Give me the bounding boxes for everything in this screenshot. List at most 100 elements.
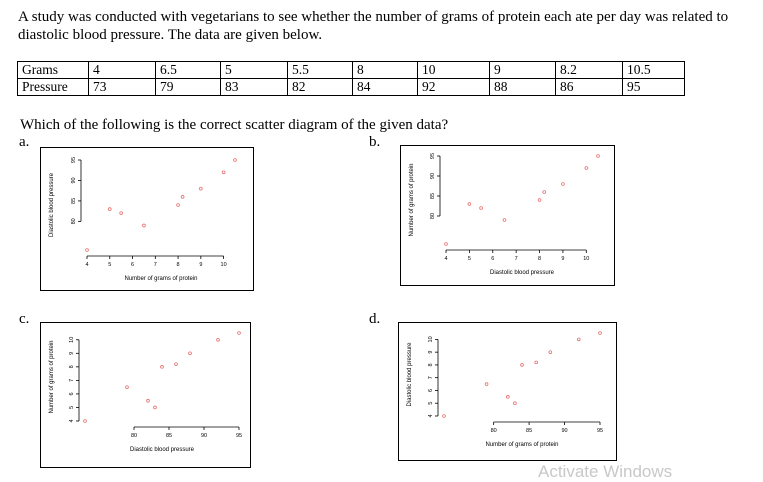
data-point xyxy=(174,362,178,366)
y-tick-label: 80 xyxy=(71,218,77,224)
table-cell: 82 xyxy=(287,78,353,96)
x-tick-label: 6 xyxy=(491,256,494,262)
x-tick-label: 8 xyxy=(538,256,541,262)
scatter-svg: 80 85 90 95 4 5 6 7 8 9 10 Diastolic blood pressure… xyxy=(49,331,242,453)
data-point xyxy=(119,211,123,215)
option-a-label: a. xyxy=(19,134,30,150)
table-cell: 95 xyxy=(622,78,685,96)
table-cell: 9 xyxy=(489,61,556,79)
y-tick-label: 5 xyxy=(69,406,75,409)
table-cell: 10 xyxy=(417,61,490,79)
y-tick-label: 8 xyxy=(428,363,434,366)
question-text: A study was conducted with vegetarians t… xyxy=(18,9,729,43)
row-label-pressure: Pressure xyxy=(17,78,89,96)
scatter-plot-d[interactable]: 80 85 90 95 4 5 6 7 8 9 10 Number of grams of prote… xyxy=(398,322,617,461)
option-d-label: d. xyxy=(369,311,381,327)
y-axis-label: Number of grams of protein xyxy=(49,340,55,413)
y-tick-label: 4 xyxy=(69,419,75,422)
data-point xyxy=(199,186,203,191)
data-point xyxy=(520,363,524,367)
data-point xyxy=(502,218,507,222)
x-tick-label: 95 xyxy=(236,433,242,439)
option-b-label: b. xyxy=(369,134,381,150)
data-point xyxy=(444,242,448,246)
x-tick-label: 85 xyxy=(526,428,532,434)
y-tick-label: 9 xyxy=(428,351,434,354)
y-tick-label: 4 xyxy=(428,414,434,417)
x-tick-label: 10 xyxy=(221,262,227,268)
y-tick-label: 90 xyxy=(430,173,436,179)
data-point xyxy=(221,170,226,175)
data-point xyxy=(576,337,581,342)
y-tick-label: 85 xyxy=(430,193,436,199)
table-cell: 8 xyxy=(352,61,418,79)
scatter-svg: 4 5 6 7 8 9 10 80 85 90 95 Diastolic blood pressure… xyxy=(409,153,600,276)
x-tick-label: 6 xyxy=(131,262,134,268)
y-tick-label: 85 xyxy=(71,198,77,204)
table-cell: 84 xyxy=(352,78,418,96)
data-point xyxy=(83,419,87,423)
y-tick-label: 7 xyxy=(69,379,75,382)
table-cell: 86 xyxy=(555,78,623,96)
x-tick-label: 90 xyxy=(201,433,207,439)
scatter-plot-a[interactable]: 4 5 6 7 8 9 10 80 85 90 95 Number of grams of prote… xyxy=(40,147,254,291)
data-table: Grams 4 6.5 5 5.5 8 10 9 8.2 10.5 Pressu… xyxy=(17,61,685,96)
y-axis-label: Diastolic blood pressure xyxy=(49,172,55,237)
data-point xyxy=(537,198,542,202)
data-point xyxy=(484,382,489,386)
scatter-plot-c[interactable]: 80 85 90 95 4 5 6 7 8 9 10 Diastolic blood pressure… xyxy=(40,322,251,468)
table-cell: 92 xyxy=(417,78,490,96)
table-cell: 10.5 xyxy=(622,61,685,79)
data-point xyxy=(233,158,237,162)
data-point xyxy=(85,248,89,252)
x-tick-label: 4 xyxy=(85,262,88,268)
option-c-label: c. xyxy=(19,311,30,327)
table-cell: 83 xyxy=(220,78,288,96)
data-point xyxy=(479,206,483,210)
x-tick-label: 5 xyxy=(108,262,111,268)
y-tick-label: 9 xyxy=(69,352,75,355)
data-point xyxy=(160,365,164,369)
table-cell: 4 xyxy=(88,61,156,79)
data-point xyxy=(596,154,600,158)
x-tick-label: 4 xyxy=(444,256,447,262)
x-tick-label: 80 xyxy=(491,428,497,434)
activate-windows-watermark: Activate Windows xyxy=(538,462,673,481)
x-tick-label: 7 xyxy=(154,262,157,268)
data-point xyxy=(534,360,538,365)
data-point xyxy=(561,182,565,186)
data-point xyxy=(188,351,192,356)
data-point xyxy=(542,190,547,194)
x-tick-label: 10 xyxy=(583,256,589,262)
table-cell: 73 xyxy=(88,78,156,96)
data-point xyxy=(125,385,129,389)
scatter-plot-b[interactable]: 4 5 6 7 8 9 10 80 85 90 95 Diastolic blood pressure… xyxy=(400,145,615,286)
x-tick-label: 95 xyxy=(597,428,603,434)
x-axis-label: Number of grams of protein xyxy=(124,276,197,282)
data-point xyxy=(506,395,510,399)
y-tick-label: 5 xyxy=(428,402,434,405)
y-tick-label: 95 xyxy=(71,157,77,163)
y-tick-label: 8 xyxy=(69,365,75,368)
y-tick-label: 6 xyxy=(69,392,75,395)
data-point xyxy=(153,405,157,410)
table-row: Grams 4 6.5 5 5.5 8 10 9 8.2 10.5 xyxy=(17,61,685,79)
x-tick-label: 7 xyxy=(515,256,518,262)
scatter-svg: 4 5 6 7 8 9 10 80 85 90 95 Number of grams of prote… xyxy=(49,157,237,282)
x-tick-label: 8 xyxy=(177,262,180,268)
y-tick-label: 95 xyxy=(430,153,436,159)
x-axis-label: Diastolic blood pressure xyxy=(490,270,555,276)
table-cell: 6.5 xyxy=(155,61,221,79)
question-prompt: Which of the following is the correct sc… xyxy=(20,117,449,133)
y-axis-label: Diastolic blood pressure xyxy=(407,342,413,407)
table-cell: 79 xyxy=(155,78,221,96)
data-point xyxy=(598,331,602,335)
x-tick-label: 85 xyxy=(166,433,172,439)
data-point xyxy=(513,401,517,406)
row-label-grams: Grams xyxy=(17,61,89,79)
y-tick-label: 6 xyxy=(428,389,434,392)
table-cell: 88 xyxy=(489,78,556,96)
x-axis-label: Number of grams of protein xyxy=(485,442,558,448)
scatter-svg: 80 85 90 95 4 5 6 7 8 9 10 Number of grams of prote… xyxy=(407,331,603,448)
data-point xyxy=(180,195,185,199)
